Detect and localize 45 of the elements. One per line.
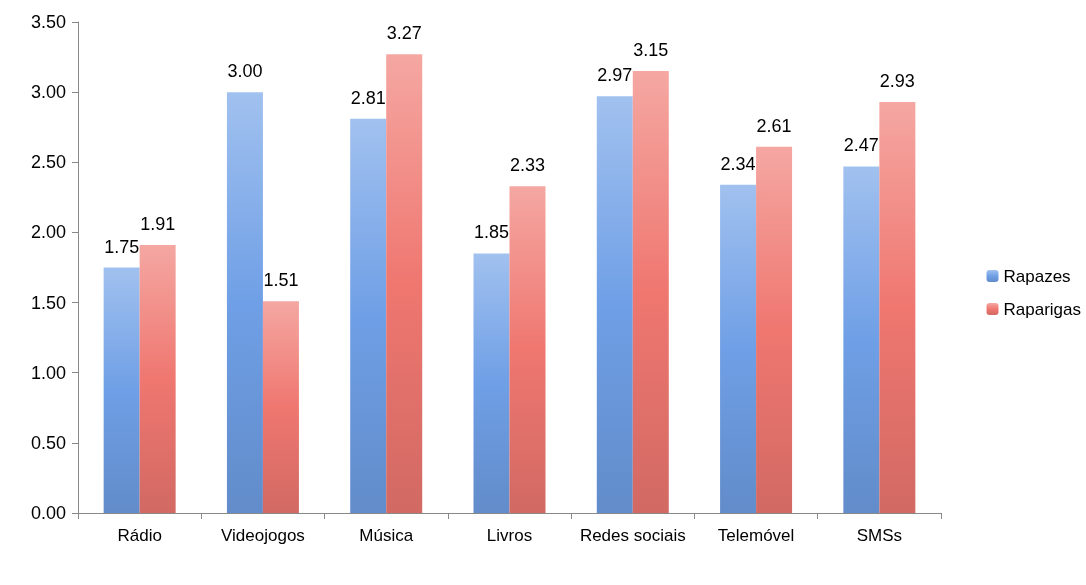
y-tick-label: 1.00 <box>30 362 66 383</box>
y-tick-label: 2.00 <box>30 222 66 243</box>
x-tick-label: Videojogos <box>221 526 305 545</box>
data-label: 1.91 <box>140 214 176 235</box>
data-label: 2.81 <box>350 87 386 108</box>
bar <box>139 245 176 513</box>
data-label: 2.34 <box>720 153 756 174</box>
y-tick-label: 1.50 <box>30 292 66 313</box>
bar <box>226 92 263 513</box>
bar <box>350 118 387 513</box>
bar <box>879 101 916 513</box>
data-label: 3.00 <box>227 61 263 82</box>
bar <box>843 166 880 513</box>
data-label: 2.93 <box>879 70 915 91</box>
y-tick-label: 0.00 <box>30 503 66 523</box>
bar <box>262 301 299 513</box>
bar <box>720 184 757 513</box>
bar <box>756 146 793 513</box>
legend-label: Rapazes <box>1003 266 1071 286</box>
bar <box>509 186 546 513</box>
data-label: 2.33 <box>509 155 546 176</box>
bar <box>103 267 140 513</box>
legend-label: Raparigas <box>1003 299 1082 319</box>
x-tick-label: SMSs <box>856 526 903 545</box>
data-label: 1.75 <box>104 236 140 257</box>
data-label: 2.47 <box>843 135 879 156</box>
bar <box>632 71 669 513</box>
data-label: 3.27 <box>386 23 422 44</box>
x-tick-label: Livros <box>486 526 533 545</box>
y-tick-label: 3.00 <box>30 82 66 103</box>
data-label: 1.51 <box>263 270 299 291</box>
y-tick-label: 3.50 <box>30 12 66 32</box>
bar <box>473 253 510 513</box>
x-tick-label: Música <box>359 526 414 545</box>
x-tick-label: Redes sociais <box>579 526 686 545</box>
data-label: 1.85 <box>473 222 510 243</box>
bar <box>596 96 633 513</box>
data-label: 2.97 <box>597 65 633 86</box>
y-tick-label: 2.50 <box>30 152 66 173</box>
y-tick-label: 0.50 <box>30 432 66 453</box>
x-tick-label: Telemóvel <box>717 526 795 545</box>
x-tick-label: Rádio <box>117 526 162 545</box>
data-label: 2.61 <box>756 115 792 136</box>
data-label: 3.15 <box>633 40 669 61</box>
bar <box>386 54 423 513</box>
